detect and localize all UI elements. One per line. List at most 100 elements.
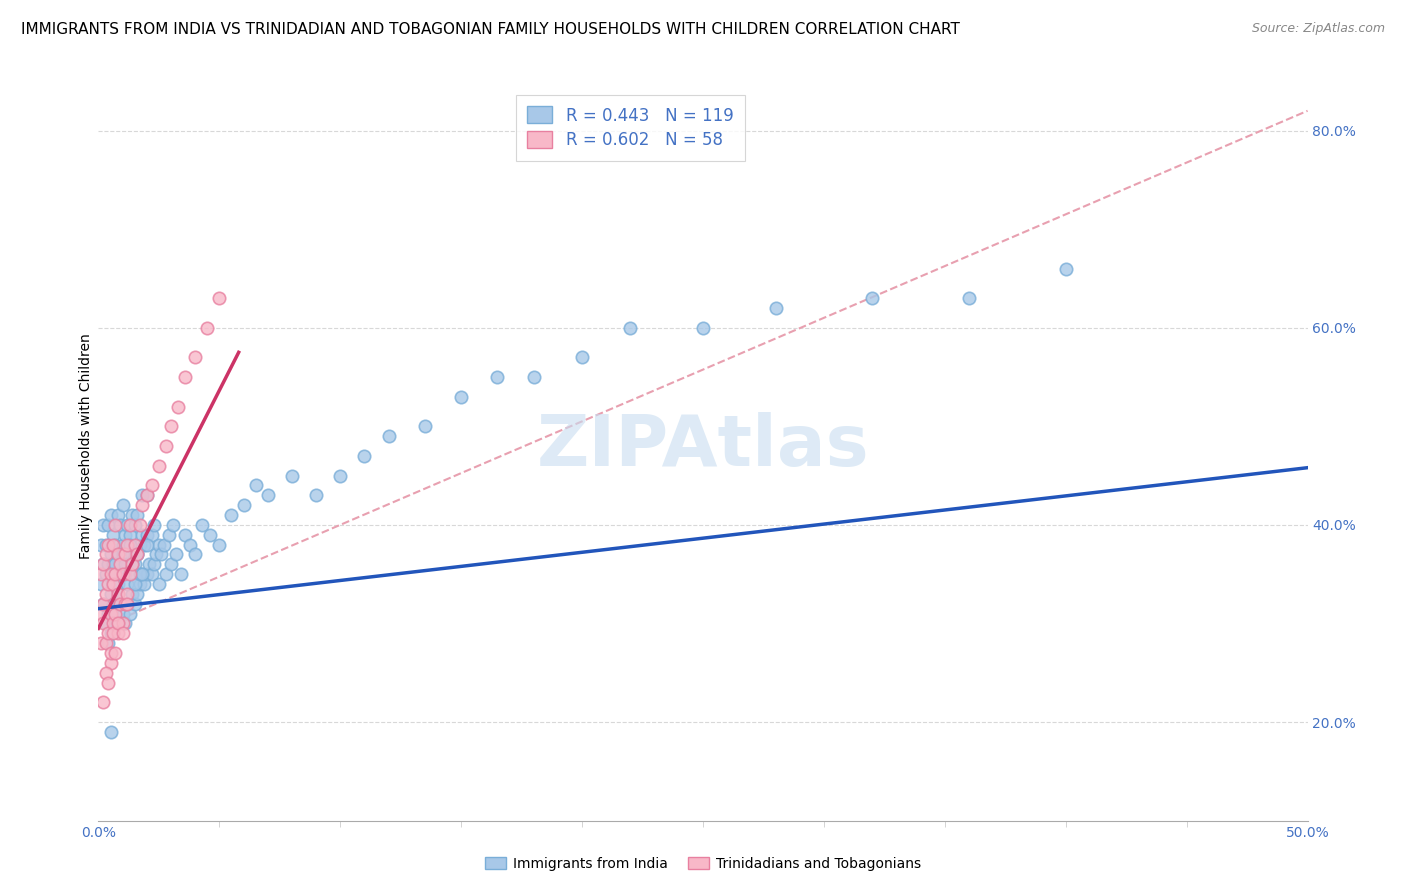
Point — [169, 567, 191, 582]
Point — [155, 567, 177, 582]
Point — [184, 548, 207, 562]
Point — [135, 488, 157, 502]
Text: ZIPAtlas: ZIPAtlas — [537, 411, 869, 481]
Point — [860, 291, 883, 305]
Point — [127, 548, 149, 562]
Point — [232, 498, 254, 512]
Point — [107, 616, 129, 631]
Point — [131, 498, 153, 512]
Point — [174, 370, 197, 384]
Point — [104, 567, 127, 582]
Point — [114, 558, 136, 572]
Point — [94, 665, 117, 680]
Point — [100, 646, 122, 660]
Point — [118, 527, 141, 541]
Point — [100, 656, 122, 670]
Point — [97, 636, 120, 650]
Point — [111, 498, 134, 512]
Point — [97, 538, 120, 552]
Point — [128, 577, 150, 591]
Point — [94, 587, 117, 601]
Point — [128, 567, 150, 582]
Point — [148, 538, 170, 552]
Point — [111, 626, 134, 640]
Point — [143, 558, 166, 572]
Point — [107, 577, 129, 591]
Point — [111, 548, 134, 562]
Point — [329, 468, 352, 483]
Point — [124, 577, 146, 591]
Point — [114, 616, 136, 631]
Point — [256, 488, 278, 502]
Point — [124, 597, 146, 611]
Point — [450, 390, 472, 404]
Point — [91, 597, 114, 611]
Point — [108, 517, 131, 532]
Point — [117, 597, 139, 611]
Point — [127, 508, 149, 522]
Point — [117, 577, 139, 591]
Point — [208, 291, 231, 305]
Point — [118, 538, 141, 552]
Point — [128, 517, 150, 532]
Point — [90, 607, 112, 621]
Point — [117, 538, 139, 552]
Point — [104, 517, 127, 532]
Point — [97, 626, 120, 640]
Point — [101, 577, 124, 591]
Point — [377, 429, 399, 443]
Point — [167, 400, 190, 414]
Point — [114, 527, 136, 541]
Point — [107, 626, 129, 640]
Point — [114, 597, 136, 611]
Y-axis label: Family Households with Children: Family Households with Children — [79, 333, 93, 559]
Point — [148, 458, 170, 473]
Point — [111, 607, 134, 621]
Point — [114, 567, 136, 582]
Point — [124, 517, 146, 532]
Point — [114, 548, 136, 562]
Point — [90, 577, 112, 591]
Point — [107, 616, 129, 631]
Point — [107, 548, 129, 562]
Point — [121, 508, 143, 522]
Point — [100, 626, 122, 640]
Point — [117, 517, 139, 532]
Point — [124, 538, 146, 552]
Point — [100, 607, 122, 621]
Point — [523, 370, 546, 384]
Point — [571, 351, 593, 365]
Point — [118, 567, 141, 582]
Point — [94, 538, 117, 552]
Point — [108, 597, 131, 611]
Point — [281, 468, 304, 483]
Point — [131, 488, 153, 502]
Point — [131, 567, 153, 582]
Point — [141, 527, 163, 541]
Point — [221, 508, 243, 522]
Point — [100, 725, 122, 739]
Point — [117, 587, 139, 601]
Point — [195, 320, 218, 334]
Point — [486, 370, 509, 384]
Point — [150, 548, 173, 562]
Point — [179, 538, 201, 552]
Point — [353, 449, 375, 463]
Point — [174, 527, 197, 541]
Point — [101, 597, 124, 611]
Point — [108, 558, 131, 572]
Point — [118, 517, 141, 532]
Point — [121, 558, 143, 572]
Point — [117, 558, 139, 572]
Point — [108, 567, 131, 582]
Point — [245, 478, 267, 492]
Point — [100, 587, 122, 601]
Point — [101, 558, 124, 572]
Point — [127, 587, 149, 601]
Point — [104, 607, 127, 621]
Point — [100, 548, 122, 562]
Point — [134, 577, 156, 591]
Point — [692, 320, 714, 334]
Point — [107, 548, 129, 562]
Point — [111, 567, 134, 582]
